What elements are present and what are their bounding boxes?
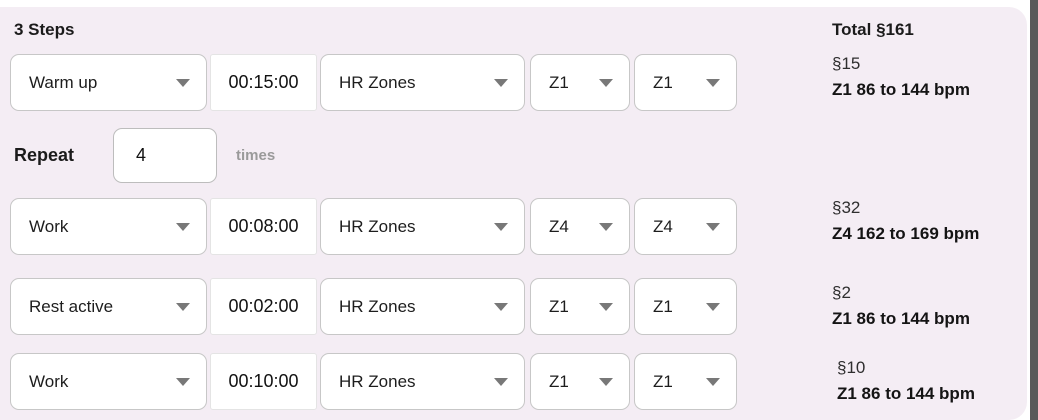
- zone-to-dropdown[interactable]: Z1: [634, 54, 737, 111]
- steps-panel: 3 Steps Total §161 Warm up HR Zones Z1 Z…: [0, 7, 1027, 420]
- target-type-value: HR Zones: [339, 371, 416, 391]
- summary-duration: §32: [832, 198, 861, 217]
- target-type-dropdown[interactable]: HR Zones: [320, 54, 525, 111]
- step-type-dropdown[interactable]: Work: [10, 353, 207, 410]
- chevron-down-icon: [706, 78, 720, 87]
- step-row: Work HR Zones Z4 Z4: [0, 198, 1027, 255]
- step-row: Rest active HR Zones Z1 Z1: [0, 278, 1027, 335]
- summary-target-range: Z4 162 to 169 bpm: [832, 224, 980, 243]
- zone-from-dropdown[interactable]: Z1: [530, 353, 630, 410]
- chevron-down-icon: [599, 78, 613, 87]
- summary-target-range: Z1 86 to 144 bpm: [832, 309, 970, 328]
- chevron-down-icon: [176, 78, 190, 87]
- step-row: Warm up HR Zones Z1 Z1: [0, 54, 1027, 111]
- zone-to-dropdown[interactable]: Z4: [634, 198, 737, 255]
- zone-from-dropdown[interactable]: Z4: [530, 198, 630, 255]
- chevron-down-icon: [494, 78, 508, 87]
- zone-to-value: Z4: [653, 216, 673, 236]
- zone-from-value: Z1: [549, 371, 569, 391]
- summary-duration: §15: [832, 54, 861, 73]
- step-type-value: Rest active: [29, 296, 114, 316]
- step-type-dropdown[interactable]: Rest active: [10, 278, 207, 335]
- repeat-row: Repeat times: [0, 128, 1027, 183]
- target-type-dropdown[interactable]: HR Zones: [320, 198, 525, 255]
- chevron-down-icon: [706, 222, 720, 231]
- target-type-value: HR Zones: [339, 216, 416, 236]
- duration-input[interactable]: [210, 353, 317, 410]
- zone-to-value: Z1: [653, 371, 673, 391]
- chevron-down-icon: [176, 222, 190, 231]
- zone-to-dropdown[interactable]: Z1: [634, 278, 737, 335]
- chevron-down-icon: [176, 302, 190, 311]
- times-label: times: [236, 147, 276, 164]
- repeat-label: Repeat: [14, 145, 75, 165]
- step-summary: §32 Z4 162 to 169 bpm: [832, 195, 1028, 246]
- chevron-down-icon: [706, 302, 720, 311]
- step-type-value: Work: [29, 216, 69, 236]
- step-summary: §15 Z1 86 to 144 bpm: [832, 51, 1028, 102]
- target-type-value: HR Zones: [339, 72, 416, 92]
- chevron-down-icon: [494, 222, 508, 231]
- side-panel-edge: [1030, 0, 1038, 420]
- zone-from-value: Z1: [549, 296, 569, 316]
- zone-to-value: Z1: [653, 296, 673, 316]
- summary-target-range: Z1 86 to 144 bpm: [832, 80, 970, 99]
- target-type-dropdown[interactable]: HR Zones: [320, 278, 525, 335]
- step-summary: §2 Z1 86 to 144 bpm: [832, 280, 1028, 331]
- chevron-down-icon: [599, 302, 613, 311]
- zone-to-dropdown[interactable]: Z1: [634, 353, 737, 410]
- chevron-down-icon: [494, 377, 508, 386]
- zone-from-dropdown[interactable]: Z1: [530, 278, 630, 335]
- chevron-down-icon: [599, 222, 613, 231]
- summary-duration: §10: [837, 358, 866, 377]
- chevron-down-icon: [494, 302, 508, 311]
- zone-from-value: Z1: [549, 72, 569, 92]
- summary-target-range: Z1 86 to 144 bpm: [837, 384, 975, 403]
- zone-from-value: Z4: [549, 216, 569, 236]
- step-summary: §10 Z1 86 to 144 bpm: [837, 355, 1033, 406]
- chevron-down-icon: [599, 377, 613, 386]
- step-type-dropdown[interactable]: Warm up: [10, 54, 207, 111]
- chevron-down-icon: [706, 377, 720, 386]
- summary-duration: §2: [832, 283, 851, 302]
- zone-from-dropdown[interactable]: Z1: [530, 54, 630, 111]
- steps-count-label: 3 Steps: [14, 20, 75, 39]
- zone-to-value: Z1: [653, 72, 673, 92]
- step-type-value: Warm up: [29, 72, 98, 92]
- target-type-dropdown[interactable]: HR Zones: [320, 353, 525, 410]
- duration-input[interactable]: [210, 198, 317, 255]
- step-type-dropdown[interactable]: Work: [10, 198, 207, 255]
- duration-input[interactable]: [210, 278, 317, 335]
- step-row: Work HR Zones Z1 Z1: [0, 353, 1027, 410]
- target-type-value: HR Zones: [339, 296, 416, 316]
- repeat-count-input[interactable]: [113, 128, 217, 183]
- total-duration-label: Total §161: [832, 20, 914, 39]
- chevron-down-icon: [176, 377, 190, 386]
- step-type-value: Work: [29, 371, 69, 391]
- duration-input[interactable]: [210, 54, 317, 111]
